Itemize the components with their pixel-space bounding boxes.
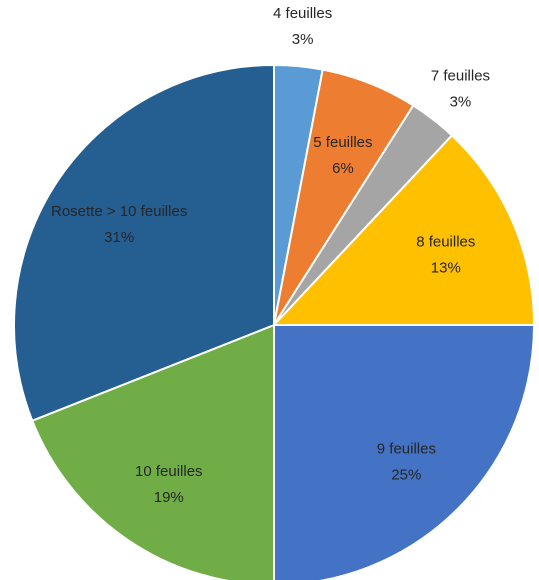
slice-label: 8 feuilles 13% xyxy=(416,234,475,277)
slice-label: 9 feuilles 25% xyxy=(377,440,436,483)
pie-slice xyxy=(30,323,275,580)
slice-value: 25% xyxy=(391,466,421,483)
slice-label: 7 feuilles 3% xyxy=(431,68,490,111)
slice-value: 3% xyxy=(450,94,472,111)
slice-value: 31% xyxy=(104,229,134,246)
slice-category: 9 feuilles xyxy=(377,440,436,457)
pie-slice xyxy=(13,63,275,423)
pie-slice xyxy=(271,134,536,326)
slice-category: 8 feuilles xyxy=(416,234,475,251)
pie-slice xyxy=(273,324,536,580)
slice-category: 5 feuilles xyxy=(313,134,372,151)
slice-label: Rosette > 10 feuilles 31% xyxy=(51,203,187,246)
slice-category: 4 feuilles xyxy=(273,5,332,22)
slice-category: 7 feuilles xyxy=(431,68,490,85)
slice-value: 6% xyxy=(332,160,354,177)
slice-label: 10 feuilles 19% xyxy=(135,463,203,506)
slice-category: 10 feuilles xyxy=(135,463,203,480)
slice-value: 3% xyxy=(292,31,314,48)
slice-category: Rosette > 10 feuilles xyxy=(51,203,187,220)
slice-label: 4 feuilles 3% xyxy=(273,5,332,48)
slice-value: 19% xyxy=(154,489,184,506)
slice-label: 5 feuilles 6% xyxy=(313,134,372,177)
slice-value: 13% xyxy=(431,260,461,277)
